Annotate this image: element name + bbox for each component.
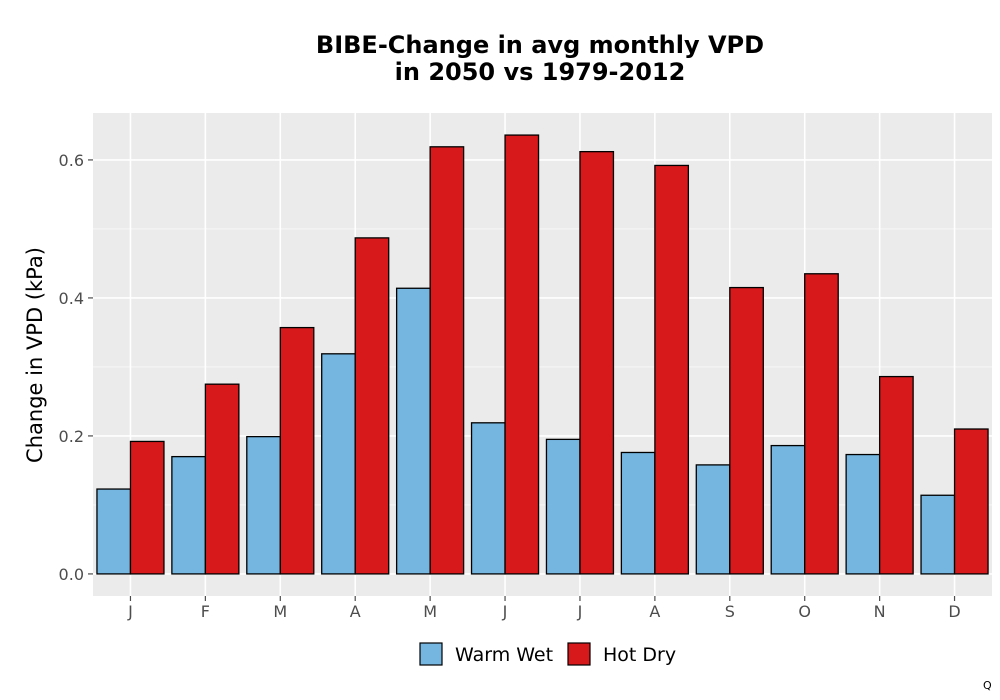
x-tick-label: M (273, 602, 287, 621)
bar-warm-wet (395, 287, 431, 575)
legend-label-hot-dry: Hot Dry (603, 644, 676, 666)
bar-warm-wet (545, 438, 581, 575)
legend-key-warm-wet (419, 642, 443, 666)
x-tick-label: S (725, 602, 735, 621)
x-tick-label: A (649, 602, 660, 621)
chart-title-line-2: in 2050 vs 1979-2012 (394, 58, 686, 86)
chart-title-line-1: BIBE-Change in avg monthly VPD (315, 31, 765, 59)
bar-hot-dry (729, 286, 764, 575)
bar-hot-dry (429, 146, 465, 575)
x-tick-label: J (502, 602, 508, 621)
legend: Warm Wet Hot Dry (419, 642, 676, 666)
bar-hot-dry (878, 375, 914, 575)
bar-hot-dry (804, 273, 839, 575)
legend-key-hot-dry (567, 642, 591, 666)
bar-warm-wet (246, 435, 281, 575)
bar-warm-wet (695, 464, 731, 575)
bar-hot-dry (953, 428, 989, 575)
x-tick-label: J (577, 602, 583, 621)
bar-warm-wet (920, 494, 956, 575)
bar-hot-dry (129, 440, 165, 575)
x-tick-label: F (201, 602, 210, 621)
bar-warm-wet (770, 444, 806, 575)
bar-hot-dry (279, 326, 315, 575)
y-tick-label: 0.2 (59, 427, 84, 446)
bar-hot-dry (504, 134, 540, 575)
bar-warm-wet (845, 453, 881, 575)
x-tick-label: D (948, 602, 960, 621)
plot-panel-background (93, 113, 992, 596)
bar-hot-dry (654, 164, 690, 575)
x-tick-label: A (350, 602, 361, 621)
bar-warm-wet (321, 353, 356, 575)
bar-warm-wet (470, 422, 506, 575)
chart-title: BIBE-Change in avg monthly VPD in 2050 v… (200, 32, 880, 86)
x-tick-label: N (874, 602, 886, 621)
x-tick-label: M (423, 602, 437, 621)
bar-warm-wet (96, 488, 132, 575)
corner-mark: Q (983, 679, 992, 692)
bar-hot-dry (354, 237, 390, 575)
x-tick-label: J (127, 602, 133, 621)
bars (96, 134, 989, 575)
bar-hot-dry (204, 383, 240, 575)
bar-warm-wet (171, 455, 207, 575)
y-tick-label: 0.6 (59, 151, 84, 170)
bar-hot-dry (579, 150, 615, 575)
y-tick-label: 0.4 (59, 289, 84, 308)
y-tick-label: 0.0 (59, 565, 84, 584)
y-axis-title: Change in VPD (kPa) (23, 247, 47, 463)
x-tick-label: O (798, 602, 811, 621)
legend-label-warm-wet: Warm Wet (455, 644, 553, 666)
bar-warm-wet (620, 451, 656, 575)
axes: 0.0 0.2 0.4 0.6 J F M A M J J A S O N D (59, 151, 961, 621)
